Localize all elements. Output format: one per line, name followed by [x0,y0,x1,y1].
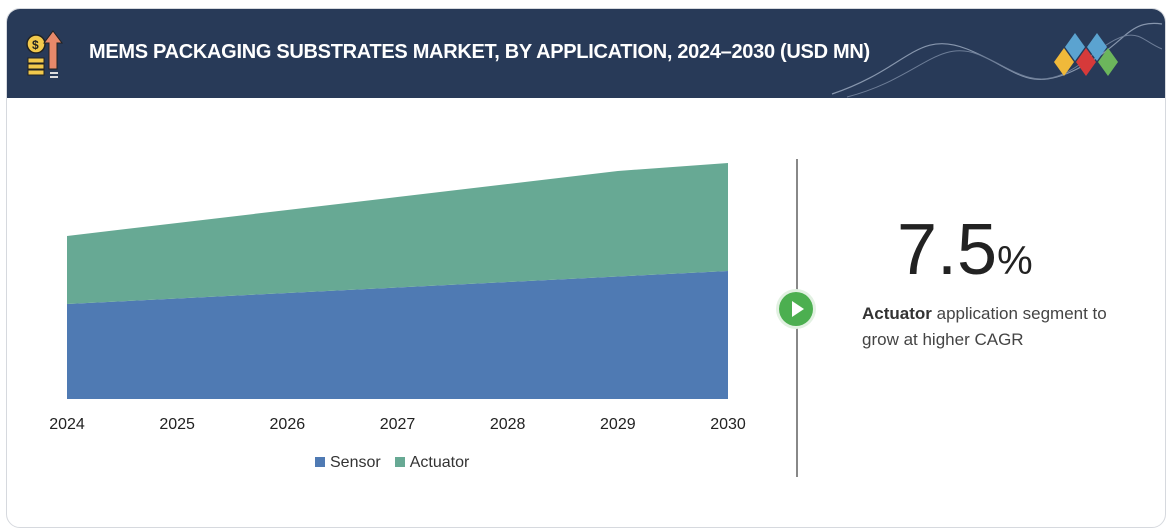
x-tick-label: 2030 [710,416,746,433]
x-tick-label: 2027 [380,416,416,433]
cagr-value: 7.5% [897,210,1033,290]
legend-sensor: Sensor [315,454,381,472]
x-tick-label: 2026 [270,416,306,433]
svg-text:$: $ [32,38,39,52]
header-bar: $ MEMS PACKAGING SUBSTRATES MARKET, BY A… [7,9,1165,98]
infographic-card: $ MEMS PACKAGING SUBSTRATES MARKET, BY A… [6,8,1166,528]
play-arrow-icon [779,292,813,326]
x-tick-label: 2028 [490,416,526,433]
area-actuator [67,163,728,304]
x-tick-label: 2024 [49,416,85,433]
area-sensor [67,271,728,399]
chart-title: MEMS PACKAGING SUBSTRATES MARKET, BY APP… [89,41,870,63]
x-tick-label: 2025 [159,416,195,433]
x-tick-label: 2029 [600,416,636,433]
coins-growth-icon: $ [26,30,63,78]
area-chart: 2024 2025 2026 2027 2028 2029 2030 [49,163,746,433]
cagr-description: Actuator application segment to grow at … [862,304,1107,349]
diamond-logo [1054,33,1118,76]
legend-actuator: Actuator [394,454,469,472]
wave-decoration [831,22,1163,98]
legend: Sensor Actuator [315,454,469,472]
